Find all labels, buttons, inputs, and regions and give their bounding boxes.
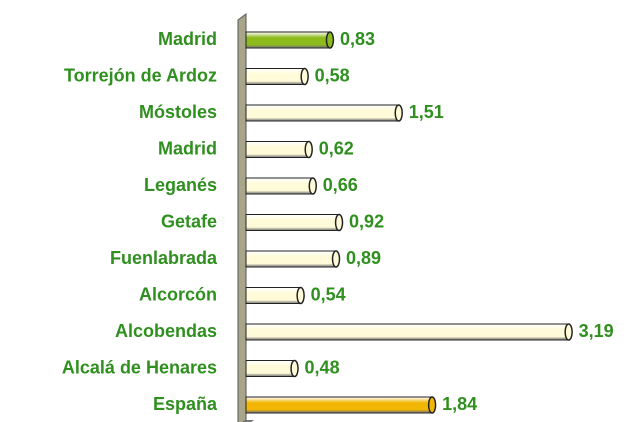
value-label: 0,62	[319, 138, 354, 158]
bar-cap	[564, 323, 573, 341]
bar-cap	[308, 177, 318, 195]
value-label: 0,83	[340, 29, 375, 49]
bar	[245, 68, 306, 85]
category-label: Alcalá de Henares	[62, 357, 217, 377]
value-label: 3,19	[579, 321, 614, 341]
bar	[245, 396, 433, 414]
category-label: Torrejón de Ardoz	[64, 65, 217, 85]
category-label: Fuenlabrada	[110, 248, 218, 268]
axis-wall	[237, 13, 247, 422]
bar	[245, 323, 570, 341]
bar-cap	[334, 213, 344, 232]
category-label: Madrid	[158, 29, 217, 49]
bar-cap	[427, 396, 437, 414]
bar	[245, 177, 314, 195]
category-label: Alcorcón	[139, 284, 217, 304]
bar-cap	[300, 67, 309, 86]
bar-cap	[331, 250, 341, 268]
value-label: 1,51	[409, 102, 444, 122]
bar	[245, 104, 400, 122]
category-label: Getafe	[161, 211, 217, 231]
category-label: Madrid	[158, 138, 217, 158]
value-label: 0,58	[315, 65, 350, 85]
value-label: 0,66	[323, 175, 358, 195]
bar-cap	[394, 104, 403, 122]
bar	[245, 214, 340, 231]
category-label: Leganés	[144, 175, 217, 195]
bar	[245, 141, 310, 158]
bar	[245, 287, 302, 304]
category-label: Alcobendas	[115, 321, 217, 341]
bar	[245, 250, 337, 268]
category-label: España	[153, 394, 218, 414]
bar-cap	[290, 359, 299, 378]
value-label: 0,92	[349, 211, 384, 231]
bar-cap	[296, 286, 305, 305]
value-label: 1,84	[442, 394, 477, 414]
bar-cap	[325, 31, 335, 49]
value-label: 0,89	[346, 248, 381, 268]
value-label: 0,54	[311, 284, 346, 304]
bar	[245, 360, 296, 377]
value-label: 0,48	[305, 357, 340, 377]
category-label: Móstoles	[139, 102, 217, 122]
bar-cap	[304, 140, 313, 159]
bar	[245, 31, 331, 49]
